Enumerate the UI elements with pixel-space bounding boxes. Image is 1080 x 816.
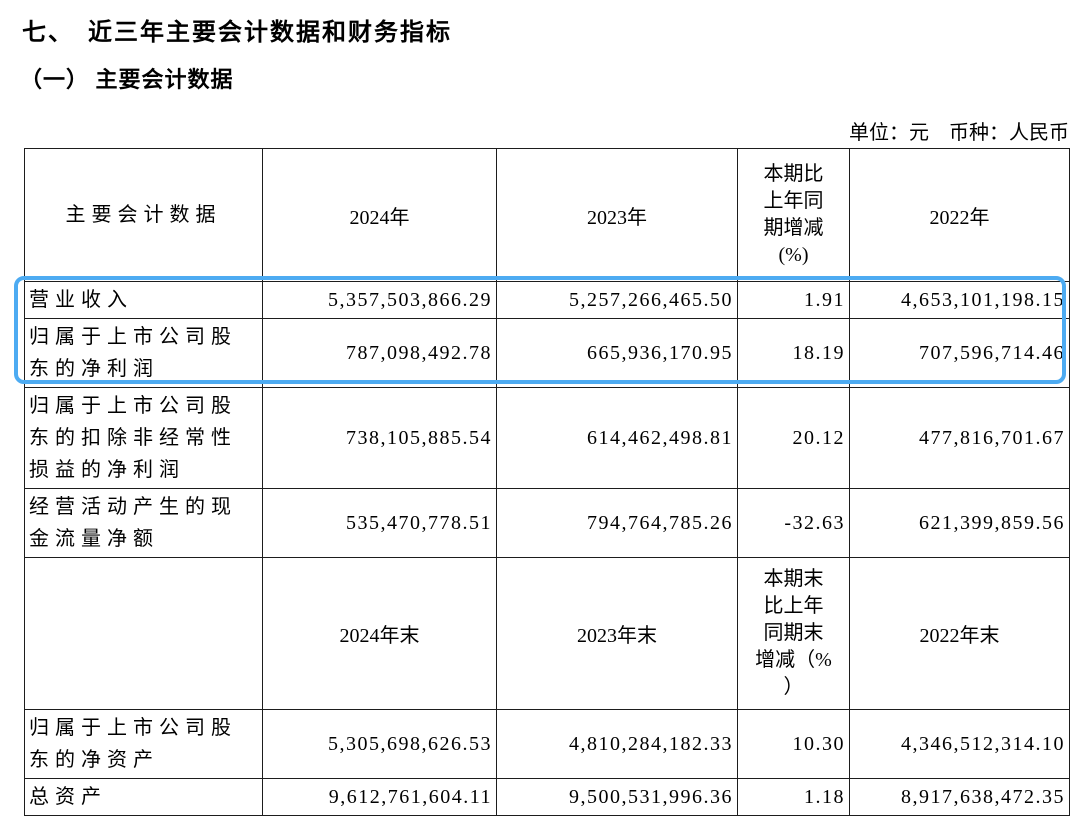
- row-revenue: 营业收入 5,357,503,866.29 5,257,266,465.50 1…: [24, 281, 1070, 319]
- cell-2023: 794,764,785.26: [496, 488, 738, 558]
- cell-2023: 614,462,498.81: [496, 387, 738, 489]
- row-label: 归属于上市公司股东的扣除非经常性损益的净利润: [24, 387, 263, 489]
- row-net-assets: 归属于上市公司股东的净资产 5,305,698,626.53 4,810,284…: [24, 709, 1070, 779]
- cell-2022: 4,346,512,314.10: [849, 709, 1070, 779]
- row-label: 归属于上市公司股东的净利润: [24, 318, 263, 388]
- header-2022: 2022年: [849, 148, 1070, 282]
- cell-change: 1.18: [737, 778, 850, 816]
- header-2024-eoy: 2024年末: [262, 557, 497, 710]
- cell-2022: 621,399,859.56: [849, 488, 1070, 558]
- header-2023-eoy: 2023年末: [496, 557, 738, 710]
- row-label: 经营活动产生的现金流量净额: [24, 488, 263, 558]
- header-eoy-empty: [24, 557, 263, 710]
- header-change: 本期比 上年同 期增减 (%): [737, 148, 850, 282]
- row-label: 归属于上市公司股东的净资产: [24, 709, 263, 779]
- header-2023: 2023年: [496, 148, 738, 282]
- row-net-profit-deducted: 归属于上市公司股东的扣除非经常性损益的净利润 738,105,885.54 61…: [24, 387, 1070, 489]
- cell-2024: 5,305,698,626.53: [262, 709, 497, 779]
- unit-note: 单位：元 币种：人民币: [849, 122, 1069, 144]
- row-label: 总资产: [24, 778, 263, 816]
- cell-change: 10.30: [737, 709, 850, 779]
- row-operating-cash-flow: 经营活动产生的现金流量净额 535,470,778.51 794,764,785…: [24, 488, 1070, 558]
- cell-2024: 738,105,885.54: [262, 387, 497, 489]
- row-total-assets: 总资产 9,612,761,604.11 9,500,531,996.36 1.…: [24, 778, 1070, 816]
- cell-change: 20.12: [737, 387, 850, 489]
- cell-2024: 5,357,503,866.29: [262, 281, 497, 319]
- header-2024: 2024年: [262, 148, 497, 282]
- cell-2022: 477,816,701.67: [849, 387, 1070, 489]
- row-label: 营业收入: [24, 281, 263, 319]
- cell-2024: 787,098,492.78: [262, 318, 497, 388]
- cell-2022: 8,917,638,472.35: [849, 778, 1070, 816]
- header-2022-eoy: 2022年末: [849, 557, 1070, 710]
- table-header-annual: 主要会计数据 2024年 2023年 本期比 上年同 期增减 (%) 2022年: [24, 148, 1070, 282]
- cell-2024: 9,612,761,604.11: [262, 778, 497, 816]
- cell-change: 18.19: [737, 318, 850, 388]
- cell-2023: 4,810,284,182.33: [496, 709, 738, 779]
- cell-2024: 535,470,778.51: [262, 488, 497, 558]
- cell-2023: 5,257,266,465.50: [496, 281, 738, 319]
- row-net-profit: 归属于上市公司股东的净利润 787,098,492.78 665,936,170…: [24, 318, 1070, 388]
- section-title: 七、 近三年主要会计数据和财务指标: [22, 20, 452, 46]
- header-metric-label: 主要会计数据: [24, 148, 263, 282]
- cell-2023: 9,500,531,996.36: [496, 778, 738, 816]
- cell-2022: 4,653,101,198.15: [849, 281, 1070, 319]
- cell-change: 1.91: [737, 281, 850, 319]
- header-change-eoy: 本期末 比上年 同期末 增减（% ）: [737, 557, 850, 710]
- accounting-data-table: 主要会计数据 2024年 2023年 本期比 上年同 期增减 (%) 2022年…: [24, 148, 1070, 816]
- cell-2022: 707,596,714.46: [849, 318, 1070, 388]
- subsection-title: （一） 主要会计数据: [20, 67, 234, 92]
- cell-2023: 665,936,170.95: [496, 318, 738, 388]
- cell-change: -32.63: [737, 488, 850, 558]
- table-header-eoy: 2024年末 2023年末 本期末 比上年 同期末 增减（% ） 2022年末: [24, 557, 1070, 710]
